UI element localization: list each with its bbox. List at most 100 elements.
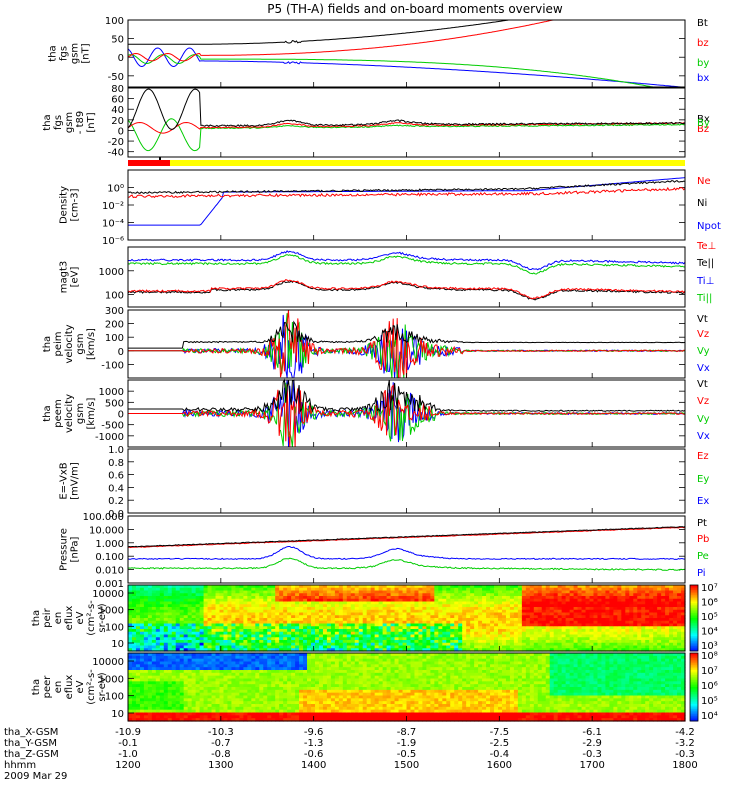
- spectrogram-cell: [597, 620, 603, 625]
- spectrogram-cell: [167, 587, 173, 592]
- spectrogram-cell: [326, 634, 332, 638]
- legend-by: By: [697, 118, 710, 129]
- spectrogram-cell: [533, 609, 539, 614]
- spectrogram-cell: [295, 648, 300, 652]
- spectrogram-cell: [275, 670, 280, 674]
- spectrogram-cell: [438, 629, 443, 633]
- spectrogram-cell: [501, 620, 507, 625]
- spectrogram-cell: [418, 642, 424, 647]
- spectrogram-cell: [159, 634, 165, 638]
- spectrogram-cell: [303, 692, 308, 697]
- spectrogram-cell: [557, 615, 563, 619]
- spectrogram-cell: [179, 701, 185, 705]
- spectrogram-cell: [565, 648, 571, 652]
- spectrogram-cell: [171, 667, 177, 671]
- spectrogram-cell: [235, 701, 240, 705]
- spectrogram-cell: [490, 620, 495, 625]
- colorbar-cell: [690, 649, 698, 652]
- spectrogram-cell: [366, 598, 372, 603]
- spectrogram-cell: [442, 601, 447, 605]
- spectrogram-cell: [350, 604, 356, 608]
- spectrogram-cell: [326, 712, 332, 716]
- spectrogram-cell: [406, 604, 412, 608]
- spectrogram-cell: [318, 601, 324, 605]
- spectrogram-cell: [565, 623, 571, 627]
- spectrogram-cell: [414, 612, 420, 616]
- spectrogram-cell: [179, 615, 185, 619]
- spectrogram-cell: [402, 637, 408, 641]
- spectrogram-cell: [147, 718, 153, 722]
- spectrogram-cell: [450, 615, 455, 619]
- spectrogram-cell: [338, 684, 344, 688]
- spectrogram-cell: [649, 596, 654, 600]
- spectrogram-cell: [625, 598, 630, 603]
- spectrogram-cell: [378, 645, 384, 649]
- spectrogram-cell: [247, 689, 252, 694]
- spectrogram-cell: [330, 712, 336, 716]
- spectrogram-cell: [179, 667, 185, 671]
- spectrogram-cell: [374, 642, 380, 647]
- spectrogram-cell: [374, 615, 380, 619]
- spectrogram-cell: [295, 664, 300, 668]
- spectrogram-cell: [382, 623, 388, 627]
- spectrogram-cell: [557, 648, 563, 652]
- spectrogram-cell: [279, 664, 284, 668]
- spectrogram-cell: [629, 629, 634, 633]
- spectrogram-cell: [183, 704, 189, 708]
- spectrogram-cell: [386, 593, 392, 597]
- spectrogram-cell: [243, 620, 248, 625]
- spectrogram-cell: [183, 648, 189, 652]
- spectrogram-cell: [410, 604, 416, 608]
- spectrogram-cell: [271, 615, 276, 619]
- spectrogram-cell: [462, 607, 467, 611]
- spectrogram-cell: [259, 612, 264, 616]
- spectrogram-cell: [275, 678, 280, 682]
- spectrogram-cell: [147, 596, 153, 600]
- spectrogram-cell: [326, 715, 332, 719]
- spectrogram-cell: [175, 718, 181, 722]
- spectrogram-cell: [482, 609, 487, 614]
- spectrogram-cell: [191, 634, 197, 638]
- spectrogram-cell: [263, 681, 268, 685]
- spectrogram-cell: [398, 623, 404, 627]
- spectrogram-cell: [231, 648, 237, 652]
- spectrogram-cell: [581, 623, 587, 627]
- spectrogram-cell: [501, 612, 507, 616]
- spectrogram-cell: [625, 645, 630, 649]
- spectrogram-cell: [139, 648, 145, 652]
- spectrogram-cell: [326, 681, 332, 685]
- spectrogram-cell: [366, 587, 372, 592]
- spectrogram-cell: [255, 706, 260, 711]
- spectrogram-cell: [318, 623, 324, 627]
- spectrogram-cell: [406, 612, 412, 616]
- legend-pt: Pt: [697, 518, 707, 529]
- spectrogram-cell: [263, 637, 268, 641]
- y-axis-label: E=-VxB: [59, 462, 70, 499]
- y-axis-label: velocity: [64, 394, 75, 433]
- spectrogram-cell: [589, 607, 595, 611]
- spectrogram-cell: [673, 642, 678, 647]
- spectrogram-cell: [549, 620, 555, 625]
- spectrogram-cell: [370, 623, 376, 627]
- spectrogram-cell: [561, 607, 567, 611]
- spectrogram-cell: [187, 704, 193, 708]
- spectrogram-cell: [318, 634, 324, 638]
- spectrogram-cell: [601, 590, 607, 594]
- spectrogram-cell: [330, 642, 336, 647]
- spectrogram-cell: [466, 596, 471, 600]
- spectrogram-cell: [303, 601, 308, 605]
- legend-vy: Vy: [697, 346, 710, 357]
- spectrogram-cell: [155, 718, 161, 722]
- spectrogram-cell: [665, 623, 670, 627]
- spectrogram-cell: [665, 598, 670, 603]
- spectrogram-cell: [418, 640, 424, 644]
- spectrogram-cell: [633, 609, 638, 614]
- spectrogram-cell: [247, 598, 252, 603]
- spectrogram-cell: [330, 626, 336, 630]
- spectrogram-cell: [669, 598, 674, 603]
- spectrogram-cell: [147, 689, 153, 694]
- spectrogram-cell: [438, 601, 443, 605]
- spectrogram-cell: [597, 634, 603, 638]
- spectrogram-cell: [311, 672, 316, 677]
- spectrogram-cell: [171, 601, 177, 605]
